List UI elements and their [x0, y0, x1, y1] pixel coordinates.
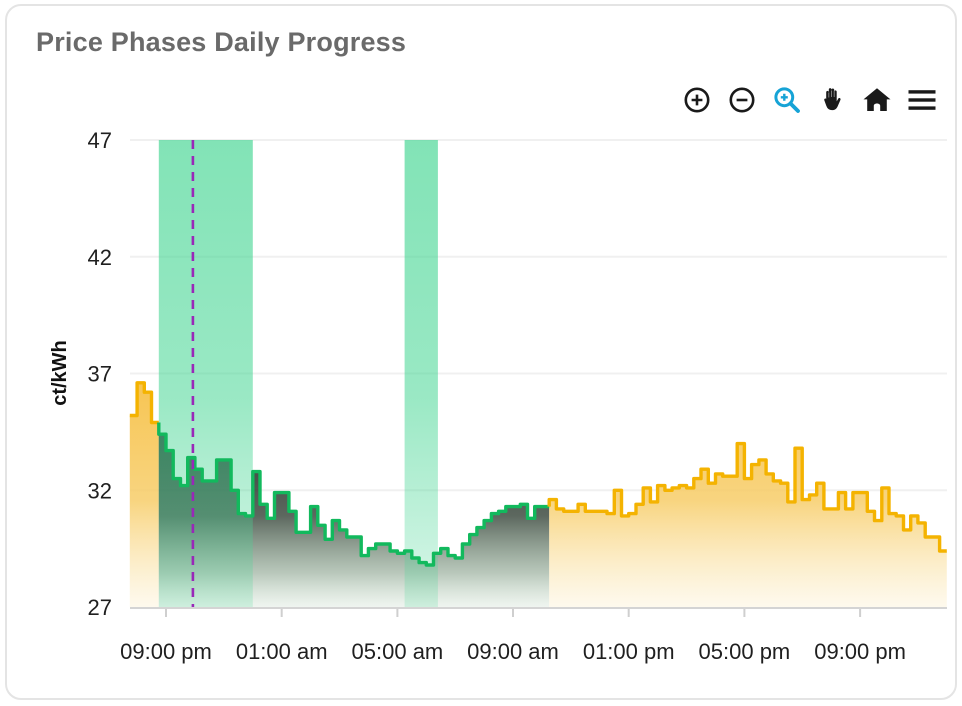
- y-tick-label: 42: [88, 245, 112, 270]
- box-zoom-button[interactable]: [771, 84, 803, 116]
- home-icon: [863, 88, 891, 111]
- y-tick-label: 47: [88, 128, 112, 153]
- pan-button[interactable]: [816, 84, 848, 116]
- x-axis: 09:00 pm 01:00 am 05:00 am 09:00 am 01:00 pm…: [120, 607, 947, 664]
- y-axis-title: ct/kWh: [49, 340, 71, 406]
- night-cheap-phase-line: [157, 422, 550, 567]
- price-area-fills: [129, 382, 947, 607]
- y-axis-labels: 47 42 37 32 27: [88, 128, 112, 620]
- x-tick-label: 09:00 pm: [814, 639, 906, 664]
- menu-button[interactable]: [906, 84, 938, 116]
- pan-hand-icon: [824, 88, 841, 111]
- price-step-lines: [129, 381, 947, 567]
- evening-expensive-phase-fill: [129, 382, 159, 607]
- daytime-expensive-phase-line: [547, 441, 947, 553]
- box-zoom-icon: [774, 87, 800, 113]
- cheap-phase-bands: [158, 140, 438, 607]
- daytime-expensive-phase-fill: [549, 443, 947, 607]
- zoom-out-button[interactable]: [726, 84, 758, 116]
- grid-lines: [130, 139, 947, 492]
- x-tick-label: 01:00 am: [236, 639, 328, 664]
- y-tick-label: 32: [88, 478, 112, 503]
- x-tick-label: 05:00 am: [352, 639, 444, 664]
- x-tick-label: 01:00 pm: [583, 639, 675, 664]
- home-button[interactable]: [861, 84, 893, 116]
- zoom-in-button[interactable]: [681, 84, 713, 116]
- chart-toolbar: [681, 84, 938, 116]
- night-cheap-phase-fill: [158, 434, 550, 607]
- x-tick-label: 05:00 pm: [699, 639, 791, 664]
- zoom-in-icon: [684, 87, 710, 113]
- cheap-phase-window-2: [404, 140, 438, 607]
- x-tick-label: 09:00 pm: [120, 639, 212, 664]
- cheap-phase-window-1: [158, 140, 253, 607]
- x-tick-label: 09:00 am: [467, 639, 559, 664]
- page-title: Price Phases Daily Progress: [36, 27, 407, 57]
- y-tick-label: 37: [88, 362, 112, 387]
- hamburger-menu-icon: [908, 90, 936, 110]
- evening-expensive-phase-line: [129, 381, 159, 425]
- y-tick-label: 27: [88, 595, 112, 620]
- zoom-out-icon: [729, 87, 755, 113]
